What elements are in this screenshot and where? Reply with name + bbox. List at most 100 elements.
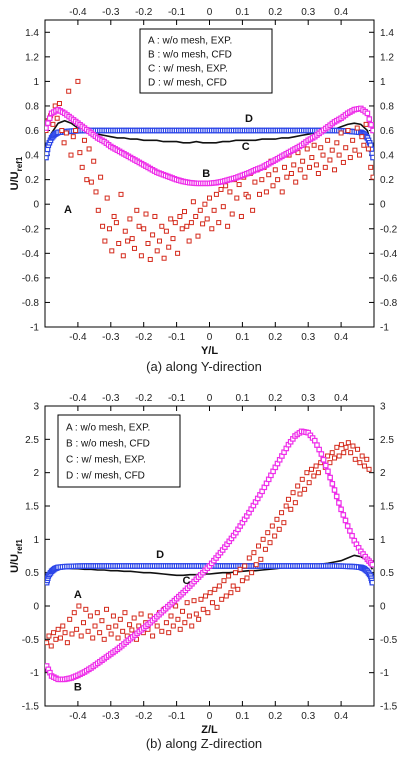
- data-point: [281, 520, 287, 526]
- data-point: [249, 570, 255, 576]
- series-b: [45, 428, 374, 683]
- x-tick-label-top: -0.1: [168, 393, 186, 404]
- data-point: [184, 223, 190, 229]
- data-point: [145, 240, 151, 246]
- data-point: [175, 616, 181, 622]
- data-point: [283, 503, 289, 509]
- x-tick-label: -0.4: [69, 332, 87, 343]
- legend-entry: B : w/o mesh, CFD: [148, 50, 232, 61]
- data-point: [342, 517, 349, 524]
- data-point: [309, 155, 315, 161]
- y-axis-label: U/Uref1: [9, 539, 24, 573]
- data-point: [152, 213, 158, 219]
- data-point: [138, 611, 144, 617]
- y-tick-label-right: 1: [380, 77, 386, 88]
- x-tick-label-top: -0.4: [69, 7, 87, 18]
- data-point: [331, 487, 338, 493]
- data-point: [170, 236, 176, 242]
- data-point: [98, 174, 104, 180]
- data-point: [62, 630, 68, 636]
- y-tick-label-right: 0.4: [380, 151, 394, 162]
- data-point: [333, 493, 340, 500]
- data-point: [101, 636, 107, 642]
- y-axis-label-subscript: ref1: [15, 156, 24, 171]
- y-tick-label: -0.8: [22, 298, 40, 309]
- data-point: [104, 195, 110, 201]
- data-point: [345, 440, 351, 446]
- data-point: [180, 608, 186, 614]
- data-point: [90, 635, 96, 641]
- data-point: [300, 158, 306, 164]
- data-point: [214, 604, 220, 610]
- data-point: [297, 167, 303, 173]
- data-point: [81, 137, 87, 143]
- y-tick-label: -0.5: [22, 635, 40, 646]
- y-tick-label-right: -1.5: [380, 702, 398, 713]
- data-point: [93, 189, 99, 195]
- data-point: [338, 506, 344, 513]
- chart-a-along-y: -0.4 -0.4 -0.3 -0.3 -0.2 -0.2 -0.1 -0.1 0 0 0.1 0.1…: [9, 7, 398, 374]
- y-tick-label: 0.2: [25, 175, 39, 186]
- data-point: [279, 510, 285, 516]
- legend-entry: D : w/ mesh, CFD: [148, 78, 227, 89]
- data-point: [46, 633, 52, 639]
- data-point: [343, 145, 349, 151]
- data-point: [64, 640, 70, 646]
- data-point: [295, 483, 301, 489]
- data-point: [304, 470, 310, 476]
- data-point: [282, 164, 288, 170]
- data-point: [340, 512, 347, 518]
- data-point: [195, 233, 201, 239]
- data-point: [120, 253, 126, 259]
- data-point: [159, 628, 165, 634]
- data-point: [332, 167, 338, 173]
- data-point: [129, 627, 135, 633]
- data-point: [56, 101, 62, 107]
- data-point: [125, 238, 131, 244]
- x-tick-label: 0.3: [301, 711, 315, 722]
- annotation-label: B: [202, 168, 210, 180]
- data-point: [357, 460, 363, 466]
- x-tick-label: 0.4: [334, 711, 348, 722]
- data-point: [200, 221, 206, 227]
- data-point: [60, 623, 66, 629]
- x-tick-label-top: -0.3: [102, 7, 120, 18]
- data-point: [61, 140, 67, 146]
- y-tick-label-right: 1.2: [380, 52, 394, 63]
- data-point: [134, 207, 140, 213]
- data-point: [230, 583, 236, 589]
- data-point: [345, 128, 351, 134]
- x-tick-label-top: 0.1: [235, 393, 249, 404]
- data-point: [262, 546, 268, 552]
- data-point: [100, 223, 106, 229]
- data-point: [236, 182, 242, 188]
- chart-b-along-z: -0.4 -0.4 -0.3 -0.3 -0.2 -0.2 -0.1 -0.1 0 0 0.1 0.1…: [9, 393, 398, 751]
- y-tick-label: 0.5: [25, 568, 39, 579]
- data-point: [239, 578, 245, 584]
- y-tick-label-right: 0.2: [380, 175, 394, 186]
- annotation-label: D: [245, 113, 253, 125]
- x-tick-label-top: 0.2: [268, 393, 282, 404]
- data-point: [361, 142, 367, 148]
- data-point: [91, 158, 97, 164]
- data-point: [122, 610, 128, 616]
- data-point: [347, 528, 353, 534]
- data-point: [259, 177, 265, 183]
- y-tick-label-right: 1.4: [380, 28, 394, 39]
- data-point: [108, 631, 114, 637]
- x-tick-label: 0: [207, 332, 213, 343]
- data-point: [257, 191, 263, 197]
- y-tick-label-right: -1: [380, 668, 389, 679]
- y-tick-label-right: 0.5: [380, 568, 394, 579]
- y-tick-label: 1.5: [25, 502, 39, 513]
- data-point: [355, 446, 361, 452]
- data-point: [325, 453, 331, 459]
- y-tick-label: -0.2: [22, 224, 40, 235]
- data-point: [266, 172, 272, 178]
- x-tick-label: 0.2: [268, 711, 282, 722]
- data-point: [97, 630, 103, 636]
- data-point: [211, 207, 217, 213]
- data-point: [63, 130, 69, 136]
- y-tick-label-right: 0.6: [380, 126, 394, 137]
- x-tick-label: -0.2: [135, 711, 153, 722]
